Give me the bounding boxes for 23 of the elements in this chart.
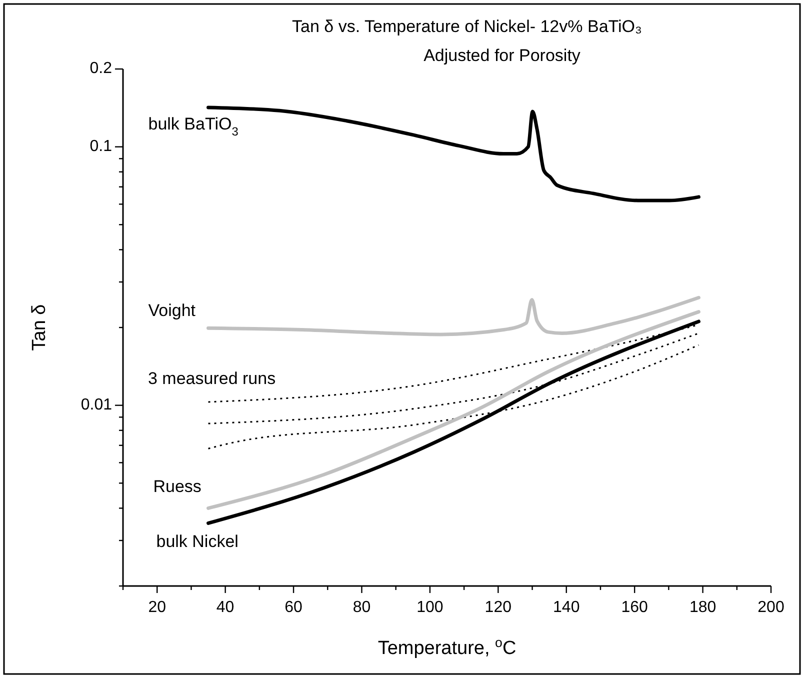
y-tick-label: 0.01 xyxy=(80,396,112,414)
chart-subtitle: Adjusted for Porosity xyxy=(424,46,581,65)
x-axis-title: Temperature, $^{o}$C xyxy=(378,634,516,659)
line-series xyxy=(206,296,700,336)
x-tick-label: 120 xyxy=(484,599,512,616)
y-tick-label: 0.1 xyxy=(90,138,112,156)
chart-title: Tan δ vs. Temperature of Nickel- 12v% BaTiO₃ xyxy=(292,17,642,36)
x-tick-label: 160 xyxy=(621,599,648,616)
x-tick-label: 200 xyxy=(758,599,784,616)
y-axis-title: Tan δ xyxy=(29,304,50,351)
series-label: bulk Nickel xyxy=(156,532,238,552)
y-tick-label: 0.2 xyxy=(90,60,112,78)
x-tick-label: 60 xyxy=(284,599,303,616)
x-tick-label: 180 xyxy=(689,599,716,616)
x-tick-label: 20 xyxy=(148,599,166,616)
series-label: bulk BaTiO$_{3}$ xyxy=(148,114,239,139)
x-tick-label: 40 xyxy=(216,599,234,616)
x-tick-label: 140 xyxy=(553,599,580,616)
x-tick-label: 100 xyxy=(416,599,444,616)
x-tick-label: 80 xyxy=(352,599,371,616)
series-label: Ruess xyxy=(153,478,202,497)
series-label: Voight xyxy=(148,302,196,321)
annotation: 3 measured runs xyxy=(148,369,276,388)
